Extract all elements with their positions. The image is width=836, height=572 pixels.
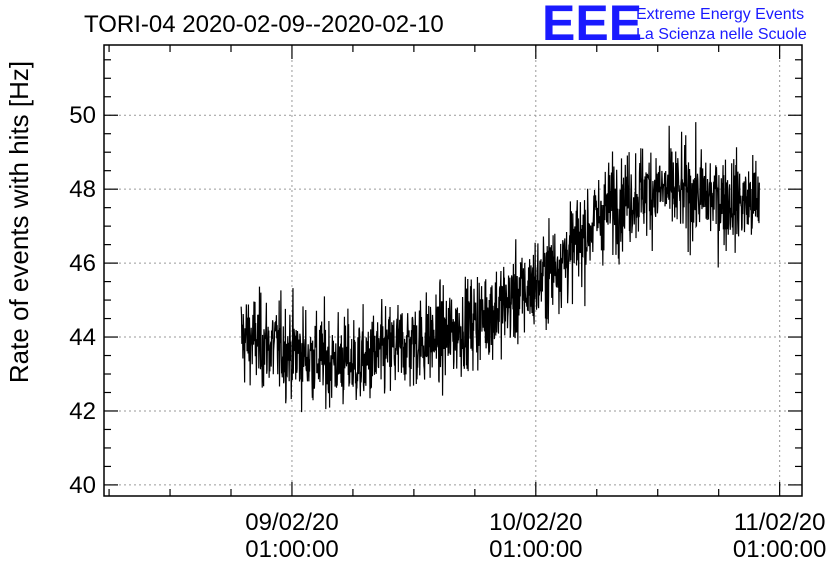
eee-logo: EEE: [542, 0, 642, 51]
y-tick-label: 40: [69, 472, 96, 499]
x-tick-label-time: 01:00:00: [245, 536, 338, 563]
data-series: [240, 122, 760, 413]
rate-series-line: [240, 122, 760, 413]
x-tick-label-date: 10/02/20: [489, 509, 582, 536]
y-tick-label: 44: [69, 324, 96, 351]
chart-title: TORI-04 2020-02-09--2020-02-10: [84, 11, 444, 38]
y-tick-label: 42: [69, 398, 96, 425]
y-tick-label: 48: [69, 176, 96, 203]
grid-lines: [104, 45, 802, 496]
y-tick-label: 46: [69, 250, 96, 277]
x-tick-label-date: 11/02/20: [734, 509, 826, 536]
x-tick-label-time: 01:00:00: [733, 536, 826, 563]
y-axis-label: Rate of events with hits [Hz]: [4, 61, 34, 383]
plot-frame: [103, 44, 803, 497]
logo-subtitle-line1: Extreme Energy Events: [636, 6, 804, 23]
x-tick-label-date: 09/02/20: [245, 509, 338, 536]
y-tick-label: 50: [69, 102, 96, 129]
logo-subtitle-line2: La Scienza nelle Scuole: [636, 26, 807, 43]
axes: 40424446485009/02/2001:00:0010/02/2001:0…: [69, 44, 826, 563]
x-tick-label-time: 01:00:00: [489, 536, 582, 563]
